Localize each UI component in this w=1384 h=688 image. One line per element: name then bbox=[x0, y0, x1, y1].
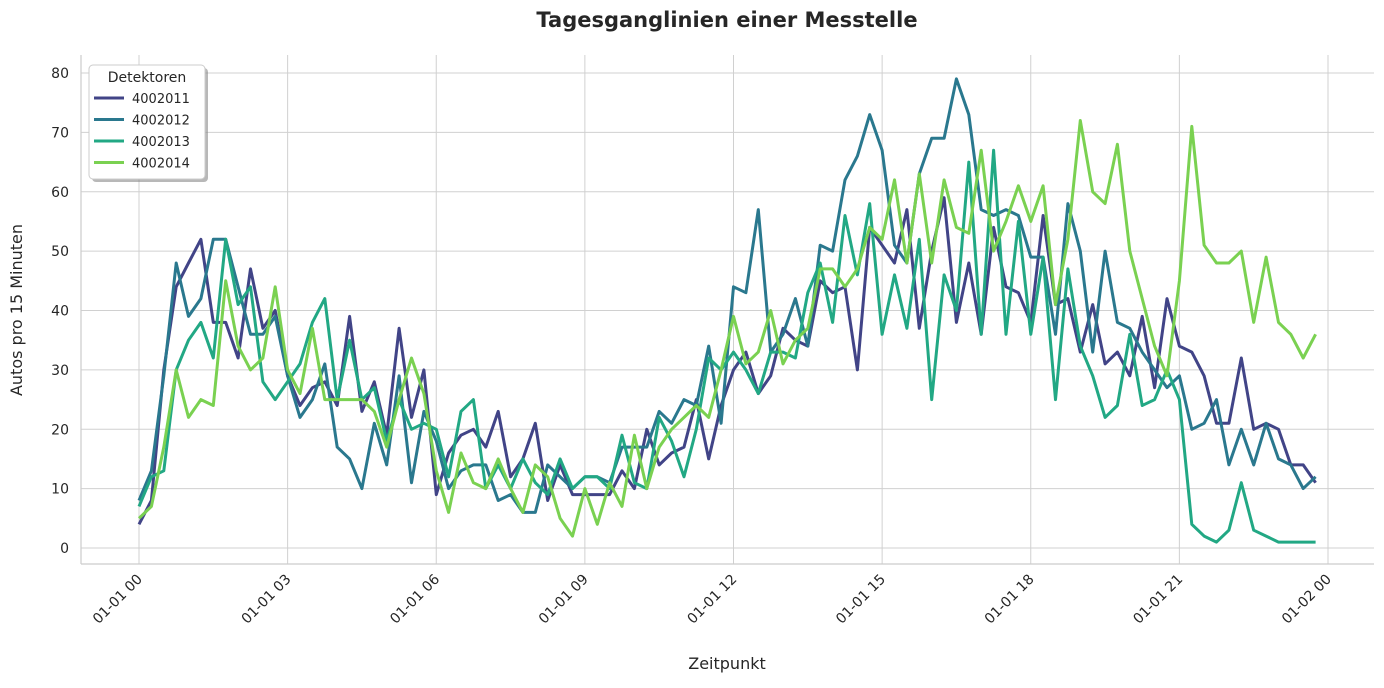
grid bbox=[81, 55, 1374, 564]
x-axis-label: Zeitpunkt bbox=[688, 654, 766, 673]
chart-title: Tagesganglinien einer Messtelle bbox=[536, 8, 917, 32]
legend-label: 4002012 bbox=[132, 114, 190, 129]
legend: Detektoren 4002011 4002012 4002013 4002014 bbox=[88, 64, 208, 182]
x-tick-label: 01-01 00 bbox=[90, 572, 146, 628]
series-lines bbox=[137, 77, 1317, 544]
y-tick-label: 10 bbox=[51, 482, 69, 498]
x-tick-label: 01-01 03 bbox=[239, 572, 295, 628]
y-axis-label: Autos pro 15 Minuten bbox=[7, 224, 26, 396]
axes-spines bbox=[80, 55, 1374, 565]
x-tick-label: 01-01 12 bbox=[685, 572, 741, 628]
x-axis-ticks: 01-01 00 01-01 03 01-01 06 01-01 09 01-01 12… bbox=[90, 571, 1335, 627]
y-tick-label: 0 bbox=[60, 541, 69, 557]
x-tick-label: 01-01 15 bbox=[833, 572, 889, 628]
legend-label: 4002013 bbox=[132, 135, 190, 150]
legend-title: Detektoren bbox=[108, 70, 187, 86]
x-tick-label: 01-01 18 bbox=[982, 572, 1038, 628]
series-line-4002013 bbox=[137, 148, 1316, 544]
y-tick-label: 80 bbox=[51, 66, 69, 82]
x-tick-label: 01-01 21 bbox=[1130, 572, 1186, 628]
y-tick-label: 50 bbox=[51, 244, 69, 260]
x-tick-label: 01-01 09 bbox=[536, 572, 592, 628]
x-tick-label: 01-01 06 bbox=[387, 571, 443, 627]
legend-box bbox=[88, 64, 206, 180]
y-tick-label: 40 bbox=[51, 304, 69, 320]
y-axis-ticks: 0 10 20 30 40 50 60 70 80 bbox=[51, 66, 69, 557]
y-tick-label: 60 bbox=[51, 185, 69, 201]
series-line-4002012 bbox=[137, 77, 1317, 514]
y-tick-label: 30 bbox=[51, 363, 69, 379]
y-tick-label: 70 bbox=[51, 125, 69, 141]
legend-label: 4002014 bbox=[132, 157, 190, 172]
y-tick-label: 20 bbox=[51, 422, 69, 438]
series-line-4002011 bbox=[137, 196, 1317, 525]
x-tick-label: 01-02 00 bbox=[1279, 572, 1335, 628]
series-line-4002014 bbox=[137, 119, 1317, 538]
legend-label: 4002011 bbox=[132, 92, 190, 107]
